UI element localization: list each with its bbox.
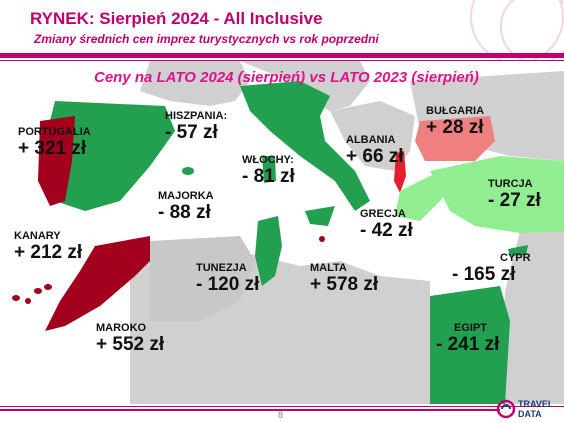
island-cyprus <box>508 245 528 256</box>
divider <box>0 406 564 407</box>
price-change: - 27 zł <box>488 190 541 211</box>
label-majorca: MAJORKA - 88 zł <box>158 190 214 224</box>
travel-data-logo-icon <box>496 399 516 419</box>
price-change: - 120 zł <box>196 274 260 295</box>
label-cyprus: CYPR - 165 zł <box>452 252 531 286</box>
price-change: + 28 zł <box>426 117 484 138</box>
label-spain: HISZPANIA: - 57 zł <box>165 110 227 144</box>
country-name: PORTUGALIA <box>18 126 91 138</box>
page-title: RYNEK: Sierpień 2024 - All Inclusive <box>30 9 323 28</box>
page-number: 8 <box>278 410 284 420</box>
country-name: EGIPT <box>454 322 488 334</box>
islands-canary <box>12 284 52 304</box>
page-subtitle: Zmiany średnich cen imprez turystycznych… <box>34 32 379 46</box>
island-majorca <box>182 167 194 175</box>
price-change: - 57 zł <box>165 122 218 143</box>
divider <box>0 60 564 61</box>
country-name: ALBANIA <box>346 134 396 146</box>
country-morocco <box>45 236 150 331</box>
label-portugal: PORTUGALIA + 321 zł <box>18 126 91 160</box>
label-tunisia: TUNEZJA - 120 zł <box>196 262 259 296</box>
label-albania: ALBANIA + 66 zł <box>346 134 404 168</box>
mediterranean-map <box>0 61 564 404</box>
country-name: WŁOCHY: <box>242 154 294 166</box>
country-name: KANARY <box>14 230 61 242</box>
country-name: HISZPANIA: <box>165 110 228 122</box>
label-malta: MALTA + 578 zł <box>310 262 378 296</box>
price-change: + 212 zł <box>14 242 83 263</box>
logo-line2: DATA <box>518 409 542 419</box>
country-italy <box>240 81 370 211</box>
label-canary: KANARY + 212 zł <box>14 230 82 264</box>
country-name: TUNEZJA <box>196 262 247 274</box>
label-turkey: TURCJA - 27 zł <box>488 178 541 212</box>
land-balkans <box>330 101 415 171</box>
price-change: + 321 zł <box>18 138 87 159</box>
country-egypt <box>430 286 510 404</box>
map-title: Ceny na LATO 2024 (sierpień) vs LATO 202… <box>94 69 479 86</box>
price-change: - 42 zł <box>360 220 413 241</box>
price-change: + 578 zł <box>310 274 379 295</box>
country-bulgaria <box>415 116 495 161</box>
country-name: MALTA <box>310 262 347 274</box>
label-morocco: MAROKO + 552 zł <box>96 322 164 356</box>
country-name: CYPR <box>500 252 531 264</box>
country-name: GRECJA <box>360 208 406 220</box>
divider <box>0 409 500 411</box>
price-change: - 81 zł <box>242 166 295 187</box>
country-tunisia <box>255 216 282 286</box>
price-change: - 88 zł <box>158 202 211 223</box>
price-change: + 552 zł <box>96 334 165 355</box>
price-change: - 241 zł <box>436 334 500 355</box>
land-algeria <box>150 236 255 321</box>
header: RYNEK: Sierpień 2024 - All Inclusive Zmi… <box>0 0 564 64</box>
label-bulgaria: BUŁGARIA + 28 zł <box>426 105 484 139</box>
land-middle-east <box>500 221 564 404</box>
label-egypt: EGIPT - 241 zł <box>436 322 499 356</box>
country-name: TURCJA <box>488 178 533 190</box>
country-albania <box>394 151 406 193</box>
logo-line1: TRAVEL <box>518 399 554 409</box>
country-spain <box>50 101 175 211</box>
country-portugal <box>38 116 75 206</box>
label-greece: GRECJA - 42 zł <box>360 208 413 242</box>
country-turkey <box>430 156 564 233</box>
divider <box>0 53 564 58</box>
price-change: + 66 zł <box>346 146 404 167</box>
island-malta <box>319 236 325 242</box>
country-name: MAROKO <box>96 322 147 334</box>
island-sicily <box>305 206 335 226</box>
country-name: MAJORKA <box>158 190 214 202</box>
island-sardinia <box>262 156 276 183</box>
price-change: - 165 zł <box>452 264 516 285</box>
land-france <box>140 61 250 106</box>
country-name: BUŁGARIA <box>426 105 485 117</box>
label-italy: WŁOCHY: - 81 zł <box>242 154 295 188</box>
